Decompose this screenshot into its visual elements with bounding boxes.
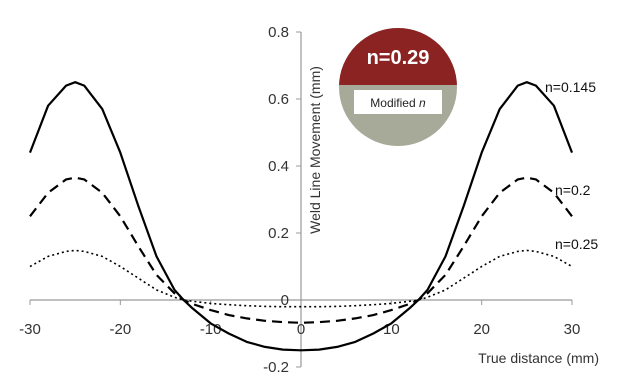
series-label-1: n=0.145: [545, 79, 596, 95]
x-axis-title: True distance (mm): [478, 350, 599, 366]
series-label-3: n=0.25: [555, 236, 598, 252]
plot-area: -30 -20 -10 0 10 20 30-0.200.20.40.60.8n=0.145…: [19, 24, 598, 376]
y-tick-label: 0: [281, 292, 289, 309]
series-line-3: [29, 249, 573, 308]
y-tick-label: 0.2: [268, 225, 289, 242]
x-tick-label: -20: [109, 321, 131, 338]
series-line-2: [29, 176, 573, 324]
x-tick-label: 30: [564, 321, 581, 338]
inset-bottom-label-text: Modified: [370, 96, 419, 110]
x-tick-label: 0: [297, 321, 305, 338]
inset-label-box: [354, 90, 442, 114]
y-tick-label: 0.6: [268, 91, 289, 108]
inset-bottom-label-italic: n: [419, 96, 426, 110]
x-tick-label: 20: [473, 321, 490, 338]
y-axis-title: Weld Line Movement (mm): [307, 66, 323, 234]
y-tick-label: 0.8: [268, 24, 289, 41]
y-tick-label: 0.4: [268, 158, 289, 175]
inset-bottom-label: Modified n: [370, 96, 426, 110]
series-label-2: n=0.2: [555, 182, 591, 198]
inset-top-label: n=0.29: [367, 47, 430, 69]
y-tick-label: -0.2: [263, 359, 289, 376]
x-tick-label: -30: [19, 321, 41, 338]
inset-disk: n=0.29 Modified n: [339, 28, 457, 146]
series-line-1: [28, 81, 574, 352]
